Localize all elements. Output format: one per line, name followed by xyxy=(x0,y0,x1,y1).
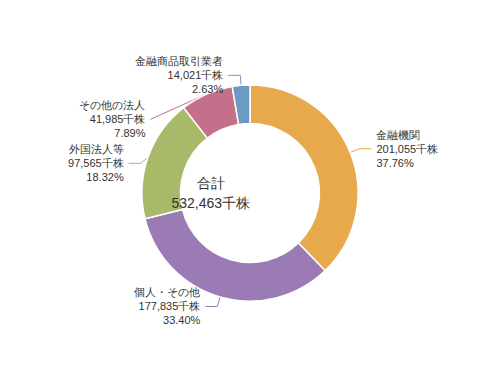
svg-text:金融機関: 金融機関 xyxy=(376,129,420,141)
svg-text:532,463千株: 532,463千株 xyxy=(171,195,250,211)
svg-text:7.89%: 7.89% xyxy=(114,127,145,139)
svg-text:37.76%: 37.76% xyxy=(376,157,414,169)
svg-text:2.63%: 2.63% xyxy=(192,83,223,95)
svg-text:外国法人等: 外国法人等 xyxy=(69,143,124,155)
svg-text:201,055千株: 201,055千株 xyxy=(376,143,438,155)
svg-text:14,021千株: 14,021千株 xyxy=(168,69,224,81)
svg-text:合計: 合計 xyxy=(197,175,225,191)
svg-text:97,565千株: 97,565千株 xyxy=(68,157,124,169)
svg-text:18.32%: 18.32% xyxy=(86,171,124,183)
svg-text:金融商品取引業者: 金融商品取引業者 xyxy=(135,55,223,67)
svg-text:33.40%: 33.40% xyxy=(163,314,201,326)
svg-text:177,835千株: 177,835千株 xyxy=(139,300,201,312)
svg-text:個人・その他: 個人・その他 xyxy=(134,286,200,298)
svg-text:41,985千株: 41,985千株 xyxy=(90,113,146,125)
svg-text:その他の法人: その他の法人 xyxy=(79,99,145,111)
